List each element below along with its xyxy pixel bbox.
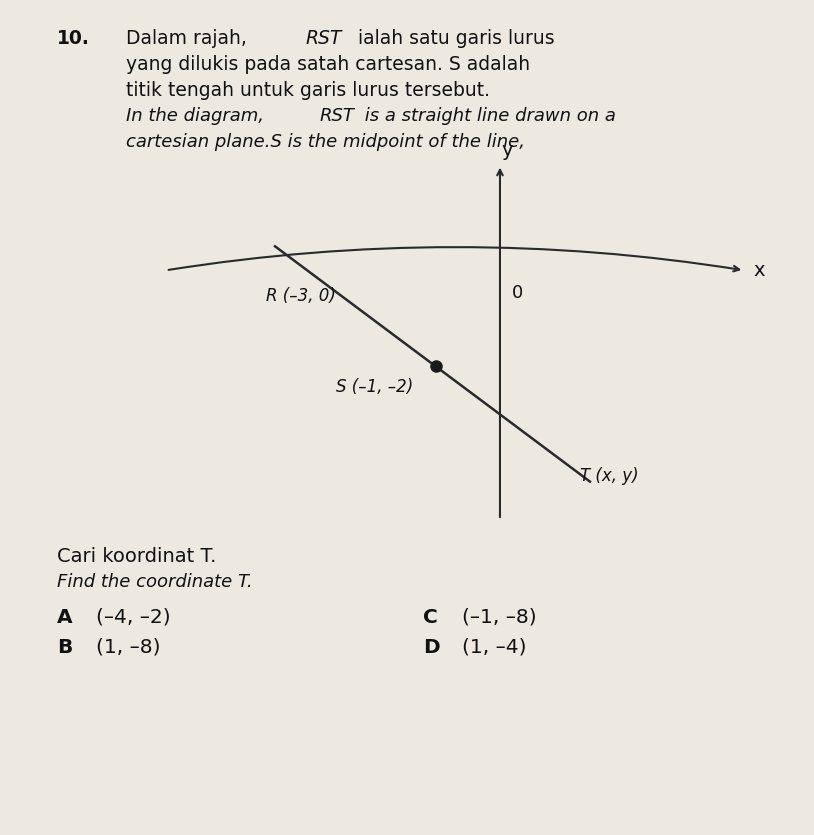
Text: 10.: 10. (57, 29, 90, 48)
Text: C: C (423, 608, 438, 627)
Text: (–4, –2): (–4, –2) (96, 608, 171, 627)
Text: cartesian plane.S is the midpoint of the line,: cartesian plane.S is the midpoint of the… (126, 133, 525, 151)
Text: (–1, –8): (–1, –8) (462, 608, 537, 627)
Text: (1, –4): (1, –4) (462, 638, 527, 657)
Text: D: D (423, 638, 440, 657)
Text: B: B (57, 638, 72, 657)
Text: S (–1, –2): S (–1, –2) (336, 378, 414, 397)
Text: Cari koordinat T.: Cari koordinat T. (57, 547, 217, 566)
Text: titik tengah untuk garis lurus tersebut.: titik tengah untuk garis lurus tersebut. (126, 81, 490, 100)
Text: R (–3, 0): R (–3, 0) (266, 287, 335, 305)
Text: x: x (754, 261, 765, 280)
Text: T (x, y): T (x, y) (580, 468, 639, 485)
Text: Find the coordinate T.: Find the coordinate T. (57, 573, 252, 591)
Text: A: A (57, 608, 72, 627)
Text: yang dilukis pada satah cartesan. S adalah: yang dilukis pada satah cartesan. S adal… (126, 55, 530, 74)
Text: 0: 0 (511, 284, 523, 301)
Text: ialah satu garis lurus: ialah satu garis lurus (352, 29, 554, 48)
Text: RST: RST (319, 107, 354, 125)
Text: Dalam rajah,: Dalam rajah, (126, 29, 253, 48)
Text: (1, –8): (1, –8) (96, 638, 160, 657)
Text: y: y (502, 141, 514, 159)
Text: In the diagram,: In the diagram, (126, 107, 270, 125)
Text: RST: RST (305, 29, 342, 48)
Text: is a straight line drawn on a: is a straight line drawn on a (359, 107, 616, 125)
